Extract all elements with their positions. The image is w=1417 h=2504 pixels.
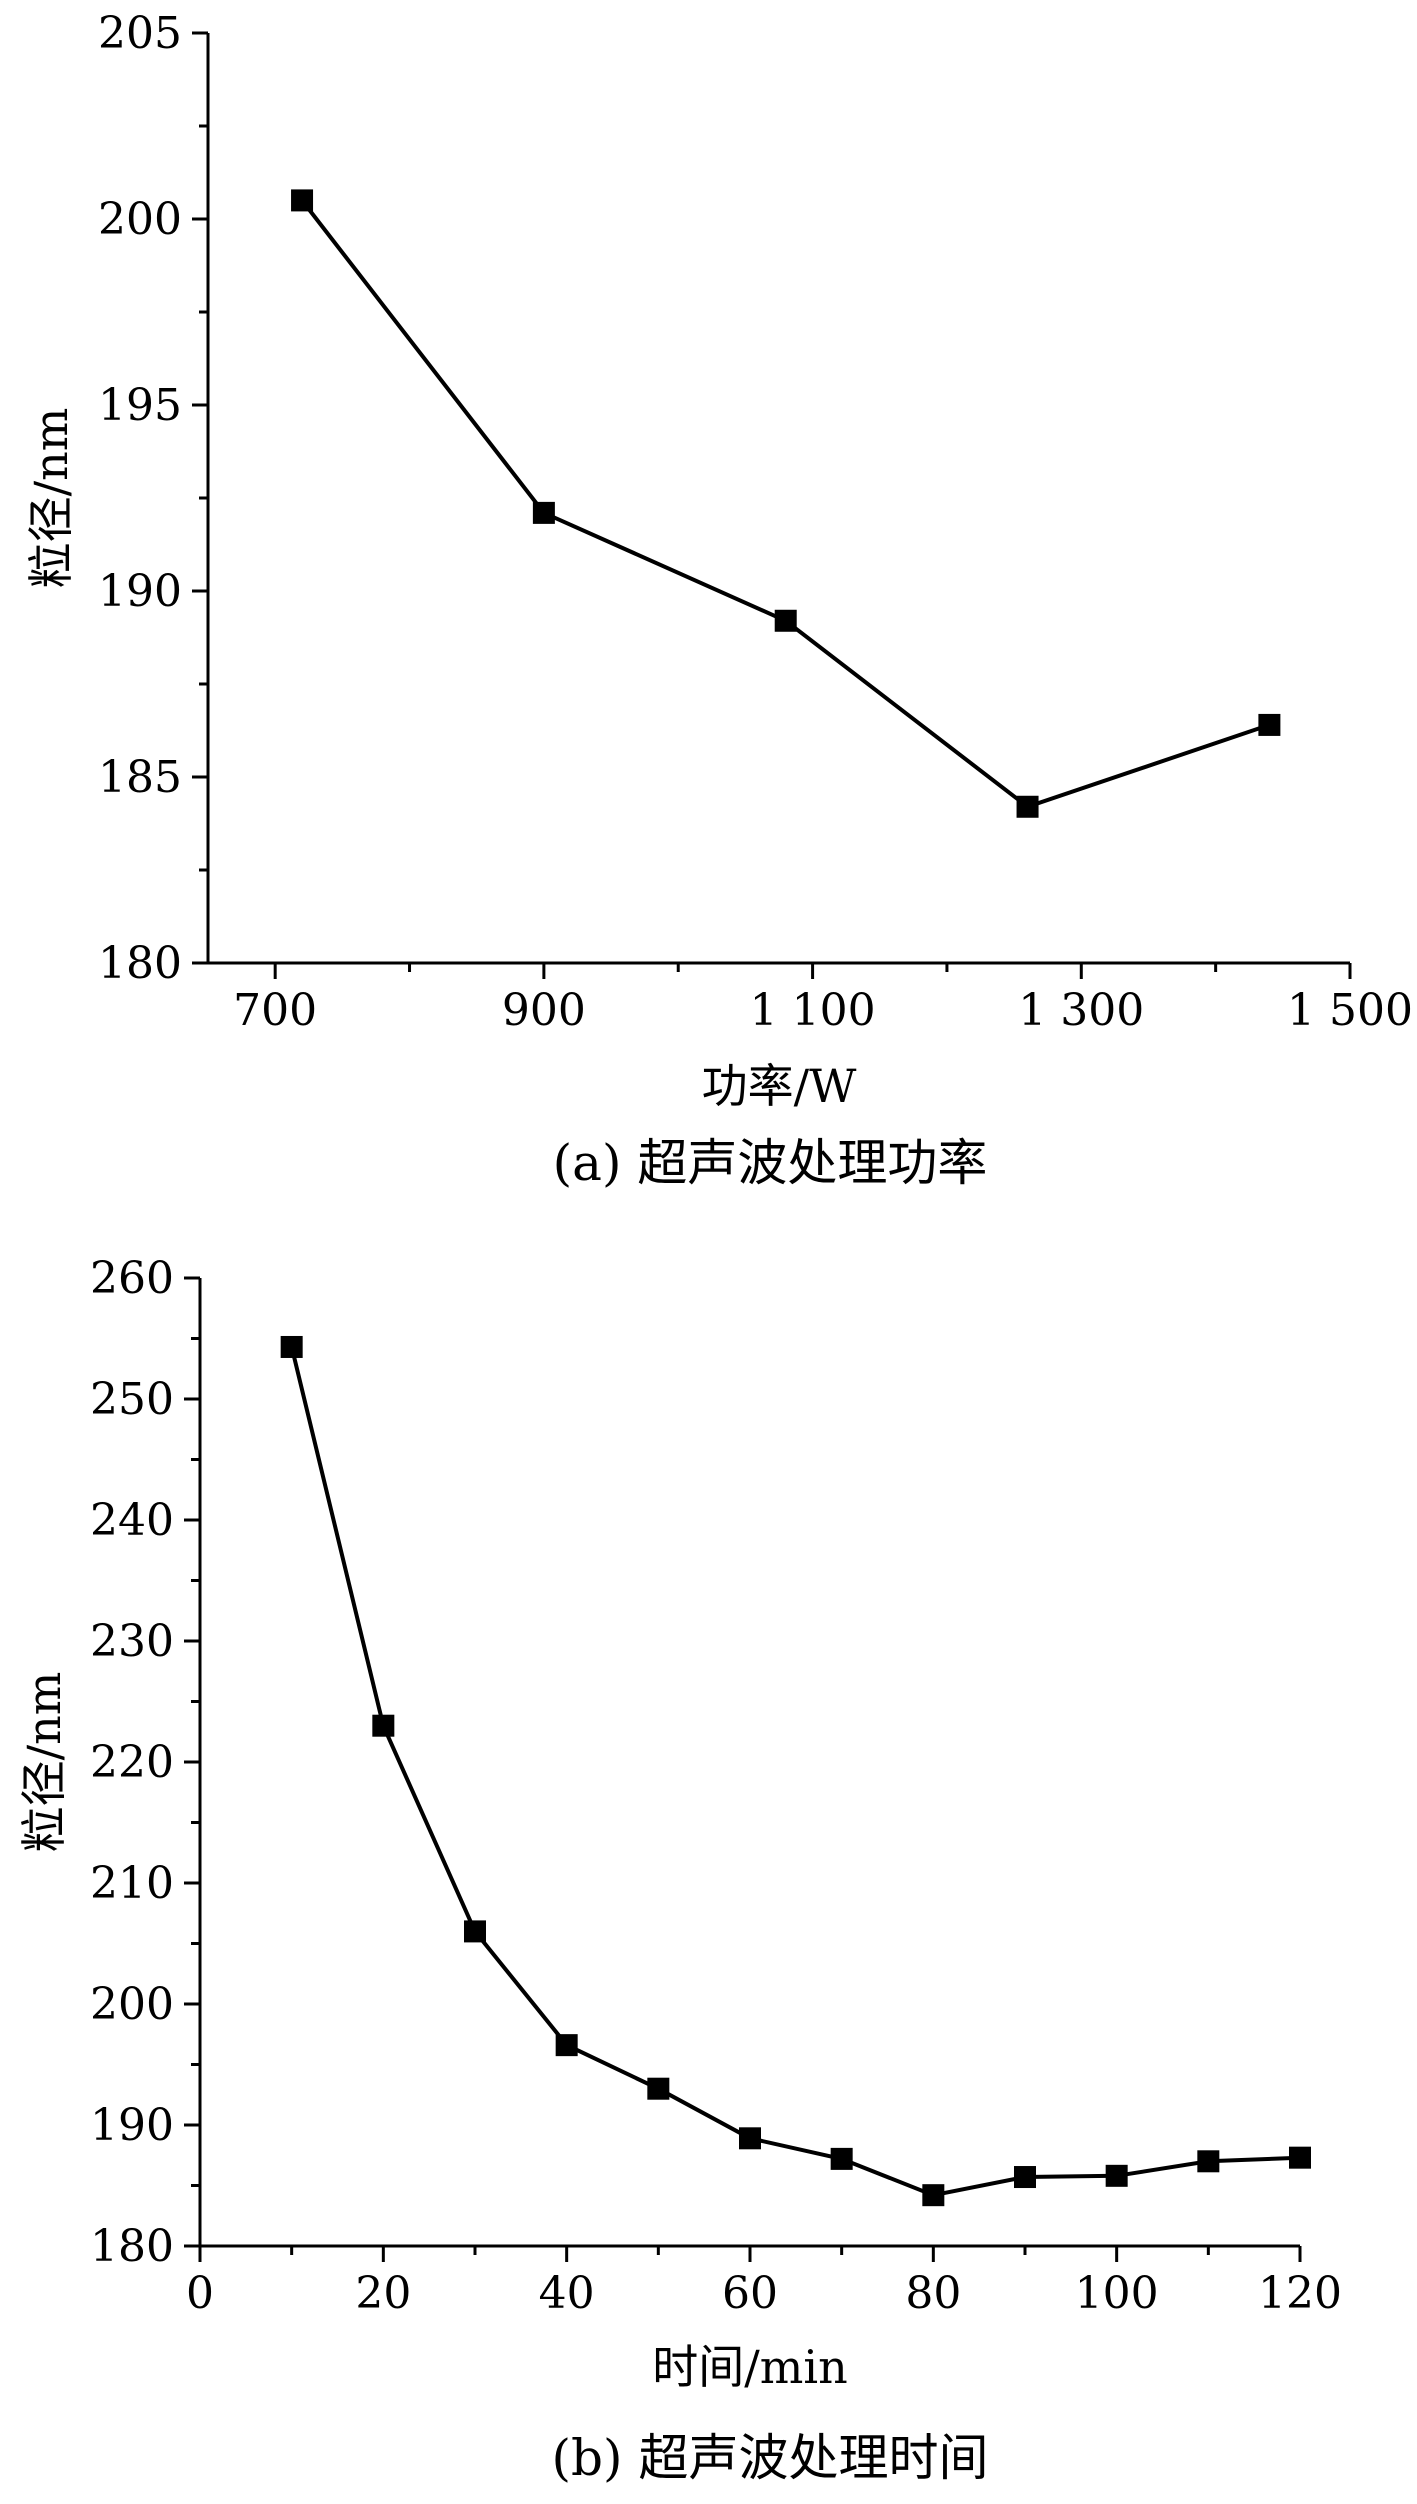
x-tick-label-time: 120 (1258, 2268, 1342, 2319)
x-tick-label-time: 100 (1075, 2268, 1159, 2319)
data-point-time (555, 2034, 578, 2057)
x-tick-label-time: 60 (722, 2268, 778, 2319)
axes-time (198, 1278, 1300, 2248)
y-tick-label-time: 210 (90, 1858, 174, 1909)
data-point-time (647, 2077, 670, 2100)
y-axis-label-power: 粒径/nm (24, 408, 78, 589)
x-tick-label-time: 40 (539, 2268, 595, 2319)
data-point-time (372, 1714, 395, 1737)
y-tick-label-power: 205 (98, 8, 182, 59)
tick-labels-power: 700 900 1 100 1 300 1 500 180 185 190 195 200 205 (98, 8, 1413, 1036)
x-tick-label-time: 0 (186, 2268, 214, 2319)
data-point-time (830, 2147, 853, 2170)
data-point-time (1014, 2166, 1036, 2189)
y-tick-label-power: 200 (98, 194, 182, 245)
y-tick-label-power: 195 (98, 380, 182, 431)
y-tick-label-time: 220 (90, 1737, 174, 1788)
data-point-power (774, 609, 797, 632)
data-point-power (291, 189, 314, 212)
y-axis-label-time: 粒径/nm (17, 1672, 71, 1853)
series-line-time (289, 1346, 1301, 2198)
y-tick-label-time: 200 (90, 1979, 174, 2030)
tick-labels-time: 0 20 40 60 80 100 120 180 190 200 210 220 230 240 250 2… (90, 1253, 1342, 2319)
y-tick-label-time: 230 (90, 1616, 174, 1667)
data-point-time (1289, 2146, 1311, 2169)
y-tick-label-power: 180 (98, 938, 182, 989)
data-point-power (1016, 795, 1039, 818)
y-tick-label-time: 260 (90, 1253, 174, 1304)
data-point-time (280, 1335, 303, 1358)
y-tick-label-time: 190 (90, 2100, 174, 2151)
x-axis-label-time: 时间/min (652, 2340, 847, 2394)
y-tick-label-time: 250 (90, 1374, 174, 1425)
y-tick-label-time: 240 (90, 1495, 174, 1546)
series-power (291, 189, 1281, 818)
x-tick-label-time: 80 (905, 2268, 961, 2319)
data-point-power (532, 501, 555, 524)
x-tick-label-power: 700 (233, 985, 317, 1036)
series-line-power (300, 199, 1271, 810)
y-tick-label-power: 190 (98, 566, 182, 617)
data-point-time (464, 1920, 486, 1943)
axes-power (206, 33, 1350, 965)
data-point-time (1197, 2150, 1220, 2173)
chart-power: 700 900 1 100 1 300 1 500180185190195200205 … (24, 8, 1413, 1192)
data-point-time (922, 2184, 945, 2207)
caption-time: (b) 超声波处理时间 (552, 2429, 989, 2487)
y-tick-label-power: 185 (98, 752, 182, 803)
x-tick-label-power: 1 100 (750, 985, 876, 1036)
ticks-time (184, 1276, 1302, 2262)
ticks-power (192, 31, 1352, 979)
chart-time: 0 20 40 60 80 100 120 180 190 200 210 220 230 240 250 2… (17, 1253, 1342, 2487)
y-tick-label-time: 180 (90, 2221, 174, 2272)
x-tick-label-time: 20 (355, 2268, 411, 2319)
data-point-time (739, 2127, 761, 2150)
data-point-time (1105, 2164, 1128, 2187)
caption-power: (a) 超声波处理功率 (553, 1134, 988, 1192)
x-tick-label-power: 900 (502, 985, 586, 1036)
x-tick-label-power: 1 500 (1287, 985, 1413, 1036)
data-point-power (1258, 713, 1281, 736)
x-tick-label-power: 1 300 (1018, 985, 1144, 1036)
x-axis-label-power: 功率/W (702, 1059, 857, 1113)
series-time (280, 1335, 1311, 2207)
